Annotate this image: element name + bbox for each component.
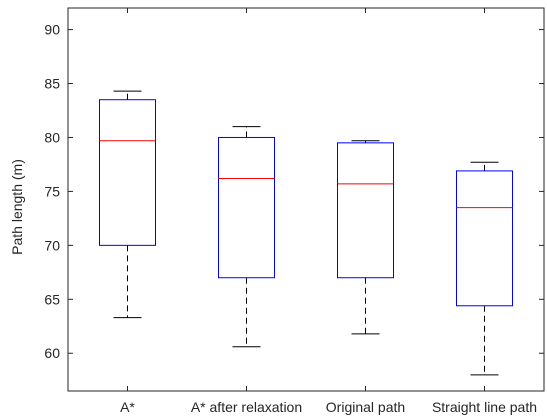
y-tick-label: 90 (44, 22, 60, 38)
y-axis-label: Path length (m) (9, 159, 25, 255)
box-group (337, 140, 394, 335)
iqr-box (218, 136, 275, 279)
y-tick-label: 80 (44, 129, 60, 145)
boxes (99, 90, 513, 376)
y-tick-label: 75 (44, 183, 60, 199)
iqr-box (456, 170, 513, 307)
y-tick-label: 85 (44, 76, 60, 92)
x-axis: A* A* after relaxation Original path Straig… (120, 8, 537, 415)
box-group (99, 90, 156, 319)
x-tick-label: A* (120, 399, 135, 415)
y-tick-label: 70 (44, 237, 60, 253)
plot-area (67, 7, 545, 392)
x-tick-label: A* after relaxation (191, 399, 302, 415)
plot-frame (67, 7, 545, 392)
y-tick-label: 60 (44, 345, 60, 361)
iqr-box (337, 142, 394, 279)
x-tick-label: Straight line path (432, 399, 537, 415)
y-axis: 60 65 70 75 80 85 90 (44, 22, 544, 361)
x-tick-label: Original path (326, 399, 405, 415)
box-group (218, 126, 275, 348)
box-group (456, 161, 513, 376)
y-tick-label: 65 (44, 291, 60, 307)
iqr-box (99, 99, 156, 246)
